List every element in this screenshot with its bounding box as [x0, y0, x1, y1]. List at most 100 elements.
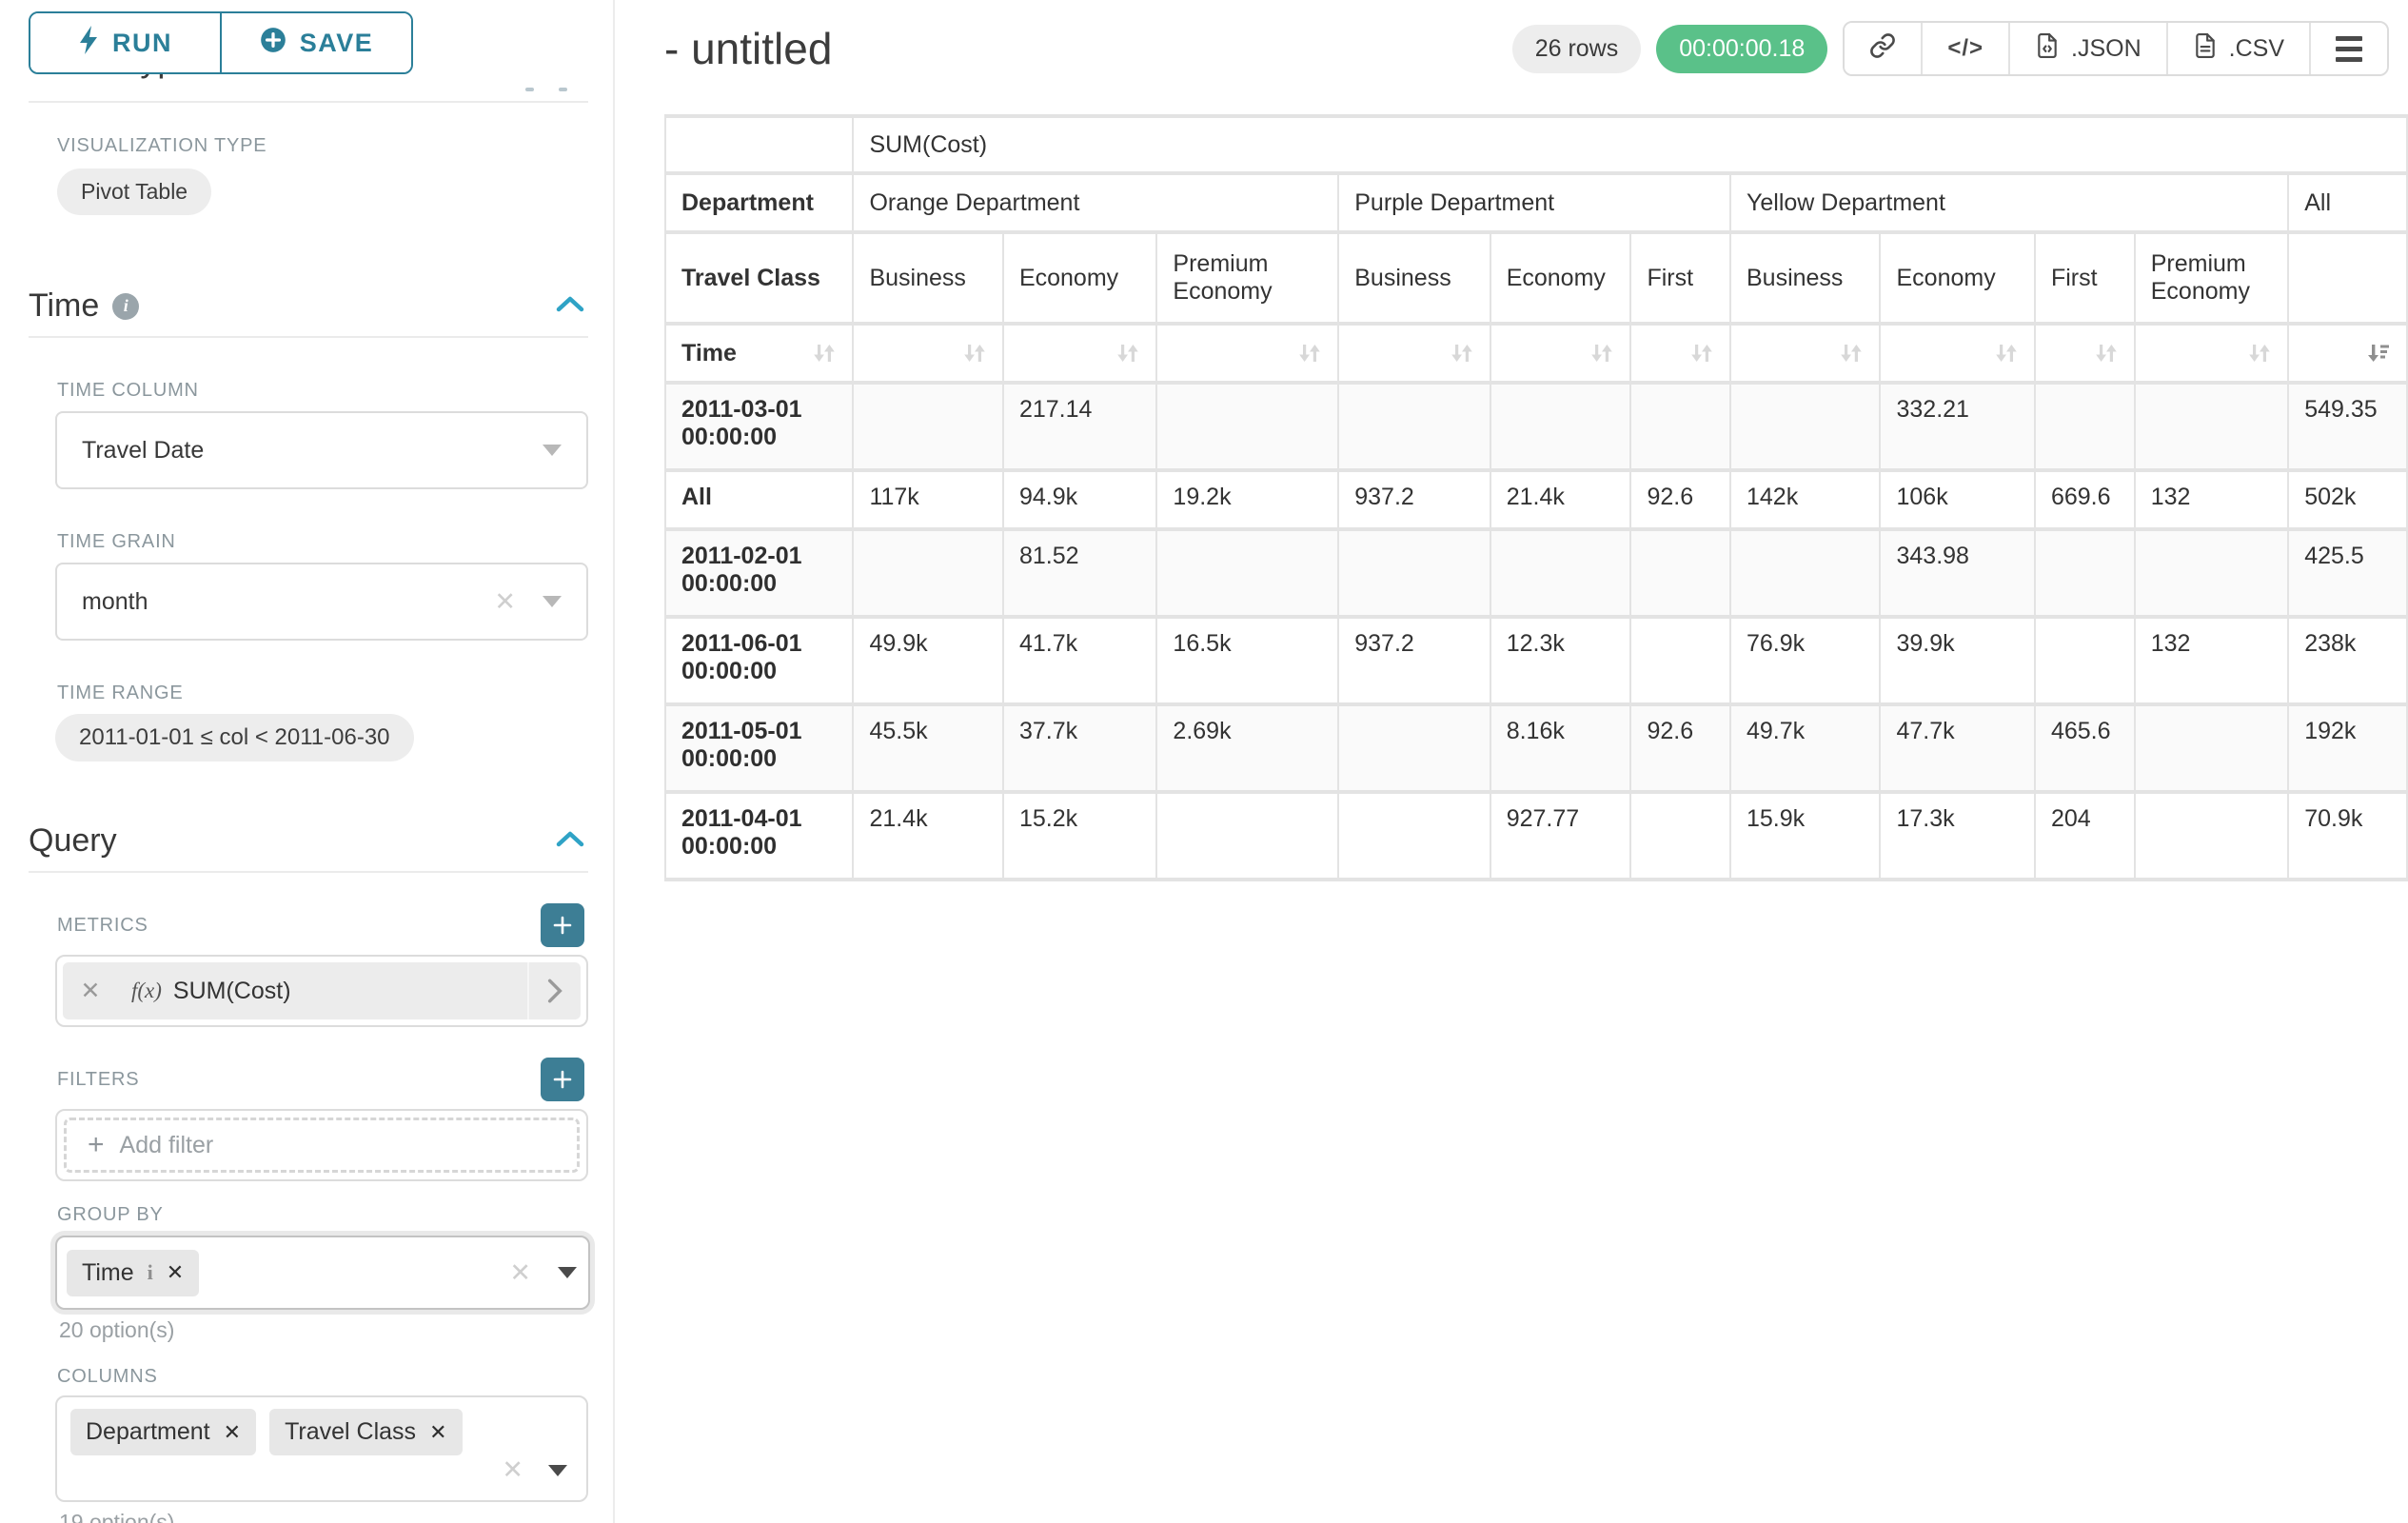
time-label: Time	[681, 340, 812, 367]
tag[interactable]: Department✕	[70, 1409, 256, 1455]
divider	[29, 336, 588, 338]
sort-icon[interactable]	[962, 341, 987, 366]
sort-icon[interactable]	[2247, 341, 2272, 366]
export-json-button[interactable]: .JSON	[2008, 23, 2166, 74]
value-cell	[1731, 385, 1880, 468]
plus-circle-icon	[260, 27, 286, 60]
sortable-column-header	[1339, 326, 1489, 381]
file-code-icon	[2035, 31, 2060, 67]
value-cell	[854, 385, 1002, 468]
metrics-label: METRICS	[57, 915, 541, 937]
copy-link-button[interactable]	[1845, 23, 1921, 74]
viz-type-label: VISUALIZATION TYPE	[57, 135, 613, 157]
tag-label: Travel Class	[285, 1418, 416, 1446]
value-cell: 41.7k	[1004, 619, 1155, 702]
sort-desc-icon[interactable]	[2366, 341, 2391, 366]
caret-down-icon[interactable]	[558, 1267, 577, 1278]
clear-icon[interactable]: ✕	[494, 589, 516, 615]
time-grain-label: TIME GRAIN	[57, 531, 613, 553]
filters-label: FILTERS	[57, 1069, 541, 1091]
column-header: First	[2036, 234, 2134, 322]
corner-cell	[666, 118, 852, 171]
filters-container: + Add filter	[55, 1109, 588, 1181]
sort-icon[interactable]	[1115, 341, 1140, 366]
tag-remove-icon[interactable]: ✕	[224, 1420, 241, 1445]
add-metric-button[interactable]	[541, 903, 584, 947]
sort-icon[interactable]	[1689, 341, 1714, 366]
value-cell	[2036, 531, 2134, 615]
value-cell: 937.2	[1339, 472, 1489, 527]
value-cell: 8.16k	[1491, 706, 1630, 790]
metric-pill[interactable]: ✕ f(x) SUM(Cost)	[63, 962, 581, 1019]
sortable-column-header	[1731, 326, 1880, 381]
add-filter-button[interactable]	[541, 1058, 584, 1101]
column-header: Business	[1339, 234, 1489, 322]
run-button[interactable]: RUN	[30, 13, 220, 72]
remove-metric-icon[interactable]: ✕	[63, 977, 118, 1005]
tag[interactable]: Timei✕	[67, 1250, 199, 1296]
caret-down-icon[interactable]	[548, 1465, 567, 1476]
chart-panel: - untitled 26 rows 00:00:00.18 </>	[615, 0, 2408, 1523]
sortable-column-header	[2289, 326, 2406, 381]
menu-button[interactable]	[2309, 23, 2387, 74]
value-cell: 2.69k	[1157, 706, 1337, 790]
value-cell	[1491, 385, 1630, 468]
export-csv-button[interactable]: .CSV	[2166, 23, 2309, 74]
group-by-label: GROUP BY	[57, 1204, 613, 1226]
value-cell: 47.7k	[1881, 706, 2033, 790]
group-by-option-count: 20 option(s)	[59, 1317, 613, 1343]
value-cell: 465.6	[2036, 706, 2134, 790]
time-range-pill[interactable]: 2011-01-01 ≤ col < 2011-06-30	[55, 714, 414, 762]
clear-icon[interactable]: ✕	[509, 1260, 531, 1286]
sortable-column-header	[2036, 326, 2134, 381]
save-button[interactable]: SAVE	[220, 13, 411, 72]
sort-icon[interactable]	[812, 341, 837, 366]
tag-remove-icon[interactable]: ✕	[167, 1260, 184, 1285]
value-cell	[1631, 531, 1729, 615]
chevron-up-icon[interactable]	[556, 295, 584, 317]
viz-type-pill[interactable]: Pivot Table	[57, 168, 211, 215]
chevron-right-icon[interactable]	[527, 962, 581, 1019]
time-grain-select[interactable]: month ✕	[55, 563, 588, 641]
sort-icon[interactable]	[2094, 341, 2119, 366]
value-cell: 94.9k	[1004, 472, 1155, 527]
tag-remove-icon[interactable]: ✕	[429, 1420, 446, 1445]
value-cell	[2136, 794, 2287, 878]
value-cell	[2136, 706, 2287, 790]
time-column-select[interactable]: Travel Date	[55, 411, 588, 489]
pivot-table-container: SUM(Cost)DepartmentOrange DepartmentPurp…	[664, 114, 2408, 881]
sort-icon[interactable]	[1994, 341, 2019, 366]
row-label: 2011-02-01 00:00:00	[666, 531, 852, 615]
value-cell: 132	[2136, 619, 2287, 702]
value-cell: 17.3k	[1881, 794, 2033, 878]
chevron-up-icon[interactable]	[556, 830, 584, 852]
clear-icon[interactable]: ✕	[502, 1457, 523, 1483]
row-label: 2011-04-01 00:00:00	[666, 794, 852, 878]
sort-icon[interactable]	[1839, 341, 1864, 366]
columns-select[interactable]: Department✕ Travel Class ✕ ✕	[55, 1395, 588, 1502]
chart-title[interactable]: - untitled	[664, 23, 832, 74]
add-filter-dropzone[interactable]: + Add filter	[64, 1118, 580, 1173]
value-cell	[1731, 531, 1880, 615]
column-header	[2289, 234, 2406, 322]
row-count-badge: 26 rows	[1512, 25, 1642, 73]
group-by-select[interactable]: Timei✕ ✕	[55, 1236, 590, 1310]
value-cell: 332.21	[1881, 385, 2033, 468]
embed-code-button[interactable]: </>	[1921, 23, 2008, 74]
columns-option-count: 19 option(s)	[59, 1510, 613, 1523]
row-label: 2011-03-01 00:00:00	[666, 385, 852, 468]
value-cell: 16.5k	[1157, 619, 1337, 702]
travel-class-row-header: Travel Class	[666, 234, 852, 322]
sort-icon[interactable]	[1589, 341, 1614, 366]
value-cell: 117k	[854, 472, 1002, 527]
value-cell	[2136, 531, 2287, 615]
info-icon: i	[112, 293, 139, 320]
tag[interactable]: Travel Class ✕	[269, 1409, 462, 1455]
value-cell: 12.3k	[1491, 619, 1630, 702]
table-row: 2011-06-01 00:00:0049.9k41.7k16.5k937.21…	[666, 619, 2406, 702]
sort-icon[interactable]	[1450, 341, 1474, 366]
sort-icon[interactable]	[1297, 341, 1322, 366]
time-row-header: Time	[666, 326, 852, 381]
value-cell: 142k	[1731, 472, 1880, 527]
column-group-header: All	[2289, 175, 2406, 230]
